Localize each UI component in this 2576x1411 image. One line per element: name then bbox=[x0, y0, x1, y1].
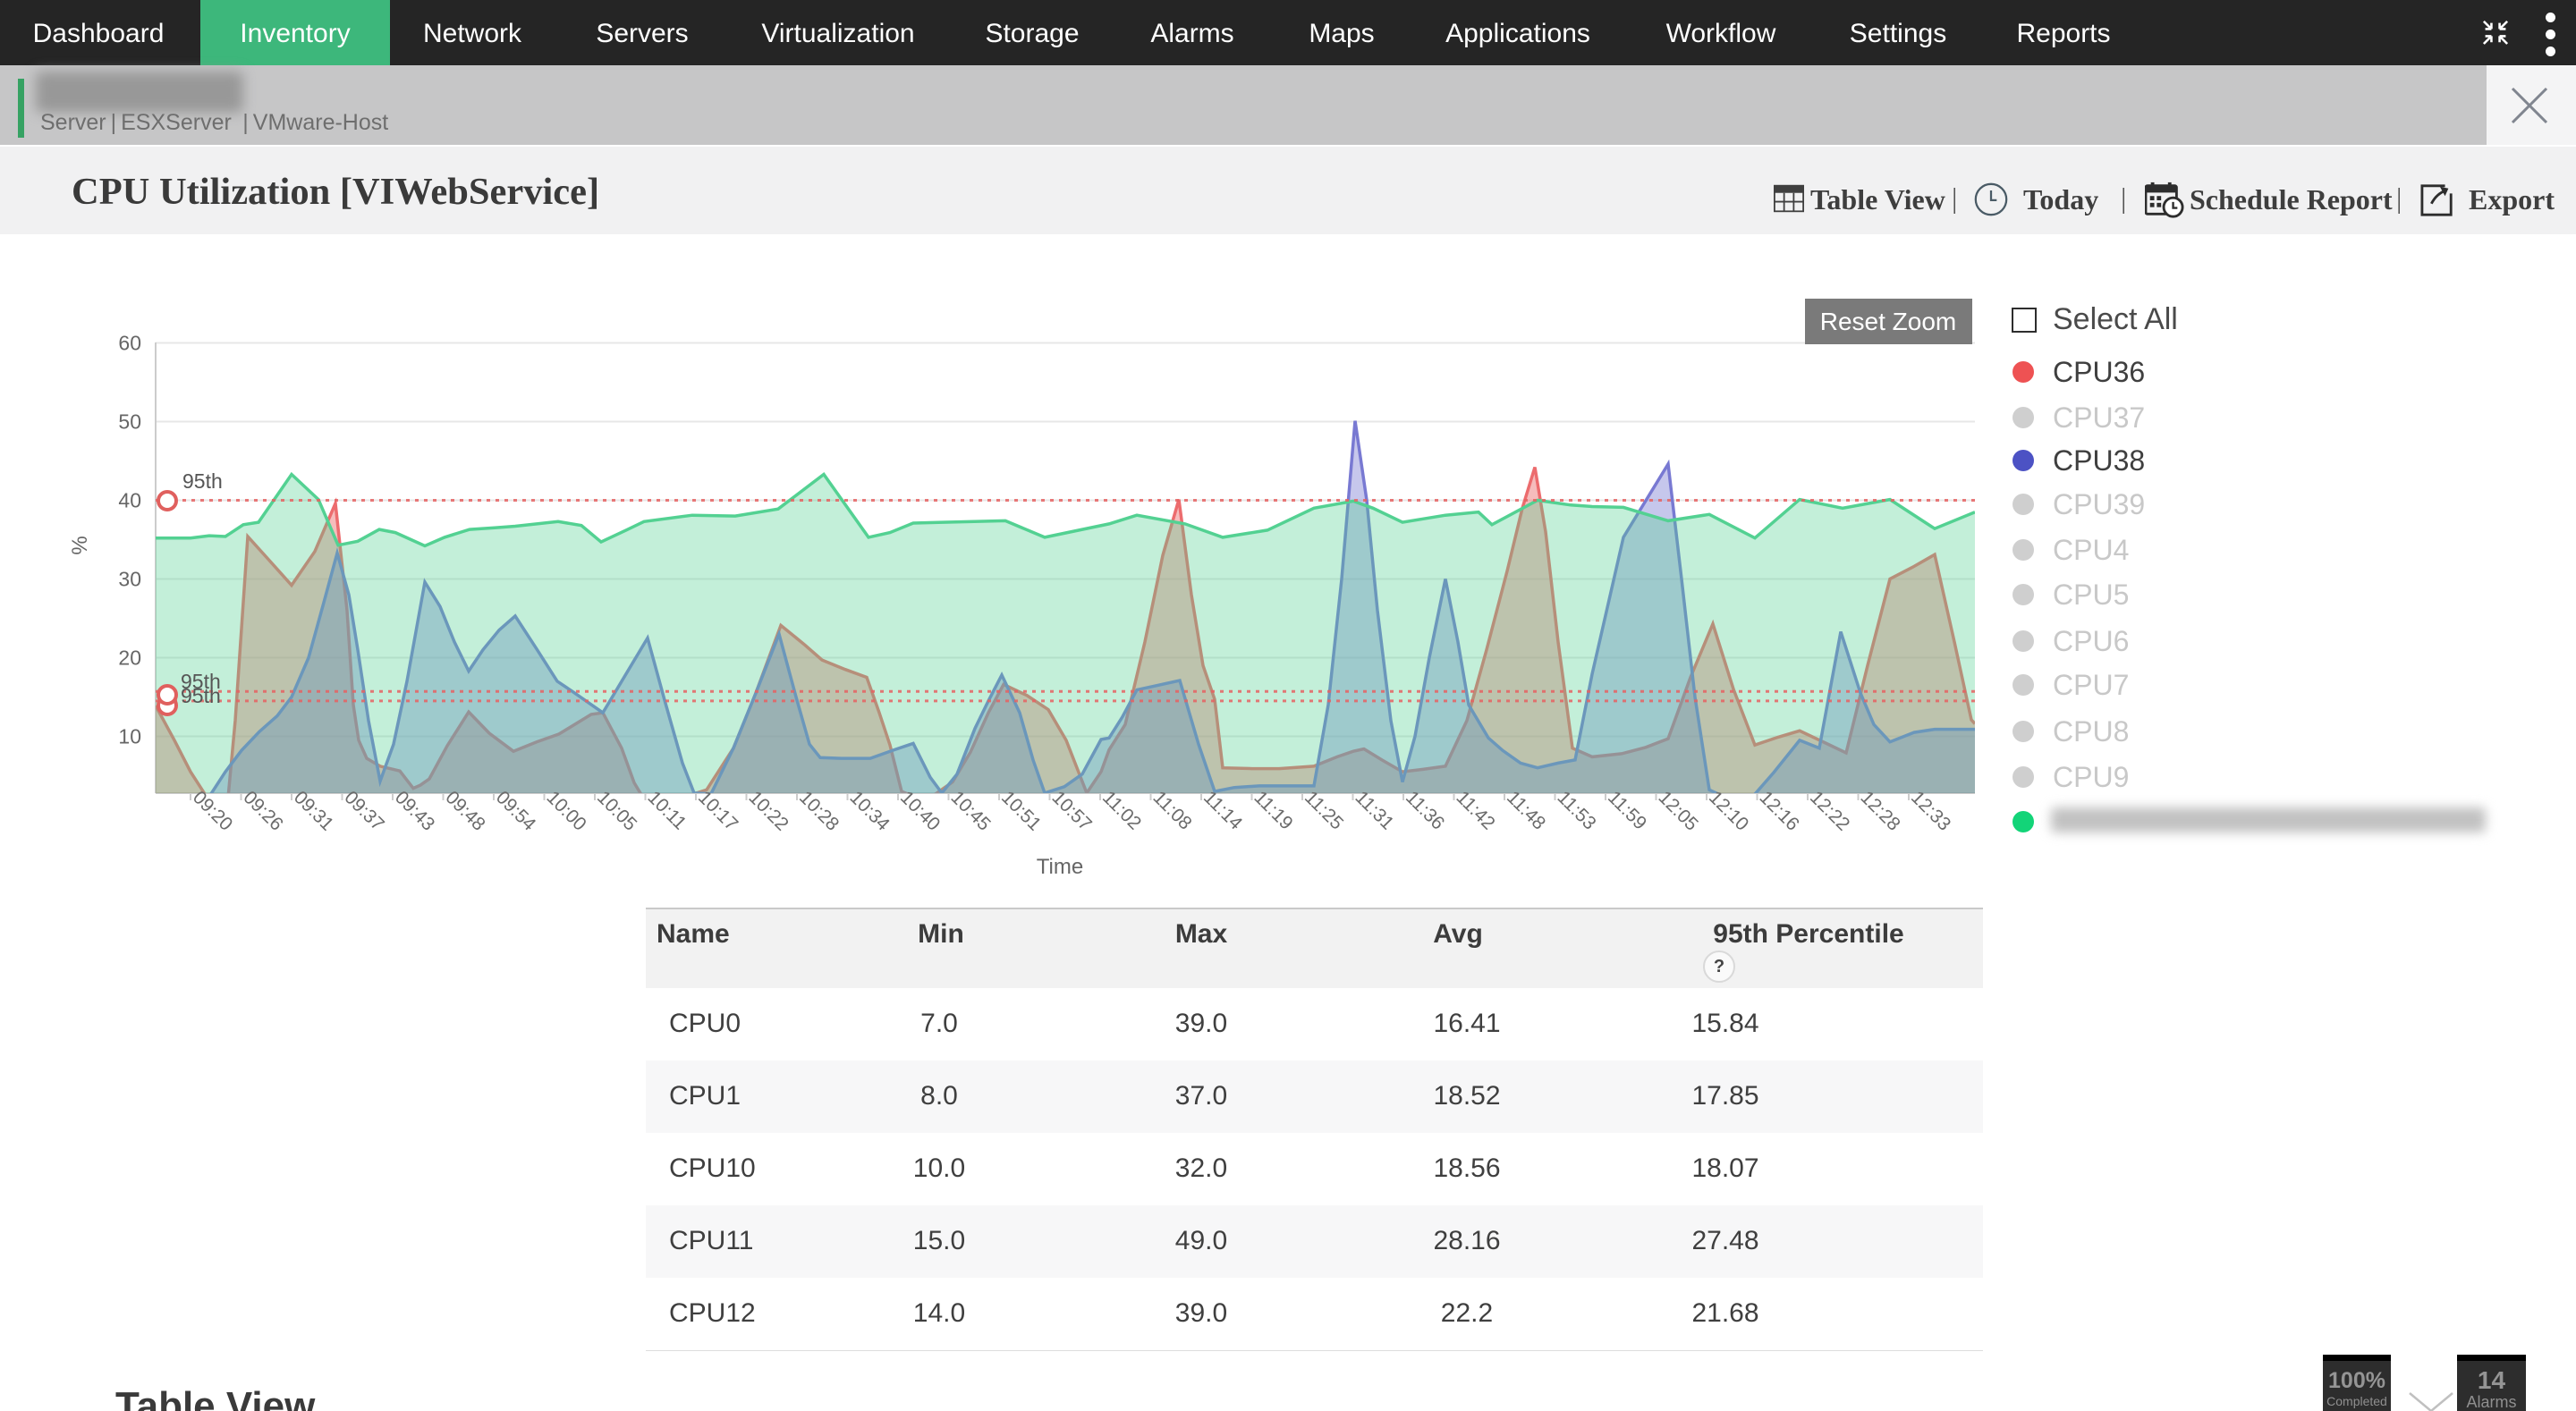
svg-text:11:25: 11:25 bbox=[1301, 787, 1347, 833]
svg-text:11:53: 11:53 bbox=[1553, 787, 1599, 833]
svg-text:10:51: 10:51 bbox=[997, 787, 1045, 834]
svg-text:11:02: 11:02 bbox=[1098, 787, 1145, 833]
svg-text:10:45: 10:45 bbox=[946, 787, 994, 834]
svg-text:09:48: 09:48 bbox=[441, 787, 488, 834]
svg-text:11:36: 11:36 bbox=[1402, 787, 1448, 833]
svg-text:11:48: 11:48 bbox=[1503, 787, 1549, 833]
svg-text:09:26: 09:26 bbox=[239, 787, 286, 834]
svg-text:95th: 95th bbox=[182, 469, 223, 493]
svg-text:%: % bbox=[68, 536, 92, 554]
svg-text:11:19: 11:19 bbox=[1250, 787, 1296, 833]
svg-text:10:05: 10:05 bbox=[593, 787, 640, 834]
svg-text:40: 40 bbox=[118, 489, 141, 512]
svg-text:Reset Zoom: Reset Zoom bbox=[1820, 308, 1957, 335]
svg-text:11:14: 11:14 bbox=[1199, 787, 1247, 834]
svg-text:30: 30 bbox=[118, 568, 141, 591]
svg-text:10:28: 10:28 bbox=[795, 787, 843, 834]
svg-text:11:31: 11:31 bbox=[1351, 787, 1397, 833]
svg-text:11:59: 11:59 bbox=[1604, 787, 1650, 833]
svg-text:09:54: 09:54 bbox=[492, 787, 540, 835]
svg-text:12:10: 12:10 bbox=[1705, 787, 1752, 834]
svg-text:10:34: 10:34 bbox=[845, 787, 894, 835]
svg-text:12:16: 12:16 bbox=[1755, 787, 1802, 834]
svg-text:12:28: 12:28 bbox=[1856, 787, 1903, 834]
svg-text:09:31: 09:31 bbox=[290, 787, 337, 834]
svg-text:11:42: 11:42 bbox=[1452, 787, 1498, 833]
svg-text:60: 60 bbox=[118, 332, 141, 355]
svg-text:11:08: 11:08 bbox=[1148, 787, 1195, 833]
svg-text:12:33: 12:33 bbox=[1907, 787, 1954, 834]
svg-text:10:11: 10:11 bbox=[643, 787, 690, 833]
svg-text:10:00: 10:00 bbox=[542, 787, 589, 834]
svg-text:Time: Time bbox=[1037, 855, 1083, 879]
svg-text:09:20: 09:20 bbox=[189, 787, 236, 834]
svg-text:10:40: 10:40 bbox=[896, 787, 944, 834]
svg-text:12:22: 12:22 bbox=[1806, 787, 1853, 834]
svg-text:09:37: 09:37 bbox=[340, 787, 387, 834]
svg-text:95th: 95th bbox=[181, 670, 221, 693]
svg-text:10: 10 bbox=[118, 725, 141, 748]
svg-text:20: 20 bbox=[118, 646, 141, 670]
svg-text:12:05: 12:05 bbox=[1654, 787, 1701, 834]
svg-text:95th: 95th bbox=[181, 684, 221, 707]
svg-text:10:17: 10:17 bbox=[694, 787, 741, 834]
svg-text:09:43: 09:43 bbox=[391, 787, 438, 834]
svg-text:50: 50 bbox=[118, 410, 141, 434]
svg-text:10:22: 10:22 bbox=[744, 787, 792, 834]
svg-text:10:57: 10:57 bbox=[1047, 787, 1095, 834]
